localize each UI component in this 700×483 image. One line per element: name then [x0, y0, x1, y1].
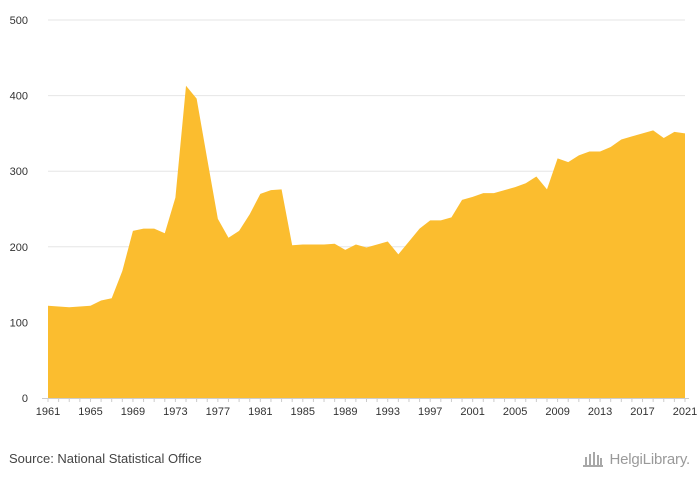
source-note: Source: National Statistical Office — [9, 451, 202, 466]
y-tick-label: 100 — [10, 317, 28, 329]
y-tick-label: 0 — [22, 393, 28, 405]
y-tick-label: 500 — [10, 15, 28, 27]
x-tick-label: 1985 — [291, 406, 315, 418]
x-tick-label: 2013 — [588, 406, 612, 418]
x-tick-label: 1989 — [333, 406, 357, 418]
x-tick-label: 1973 — [163, 406, 187, 418]
x-tick-label: 1969 — [121, 406, 145, 418]
x-tick-label: 2009 — [545, 406, 569, 418]
x-axis: 1961 1965 1969 1973 1977 1981 1985 1989 1993 1997… — [36, 398, 697, 418]
x-tick-label: 2021 — [673, 406, 697, 418]
x-tick-label: 1993 — [375, 406, 399, 418]
y-tick-label: 200 — [10, 242, 28, 254]
x-tick-label: 2005 — [503, 406, 527, 418]
x-tick-label: 1961 — [36, 406, 60, 418]
helgi-library-logo[interactable]: HelgiLibrary. — [581, 449, 691, 469]
x-tick-label: 2017 — [630, 406, 654, 418]
y-tick-label: 400 — [10, 91, 28, 103]
x-tick-label: 2001 — [460, 406, 484, 418]
logo-text: HelgiLibrary. — [609, 450, 691, 468]
y-tick-label: 300 — [10, 166, 28, 178]
library-building-icon — [582, 452, 603, 467]
x-tick-label: 1977 — [206, 406, 230, 418]
x-tick-label: 1981 — [248, 406, 272, 418]
x-tick-label: 1997 — [418, 406, 442, 418]
x-tick-label: 1965 — [78, 406, 102, 418]
y-axis: 0 100 200 300 400 500 — [10, 15, 28, 405]
chart: 1961 1965 1969 1973 1977 1981 1985 1989 1993 1997… — [10, 15, 698, 418]
data-area-series — [48, 85, 685, 399]
